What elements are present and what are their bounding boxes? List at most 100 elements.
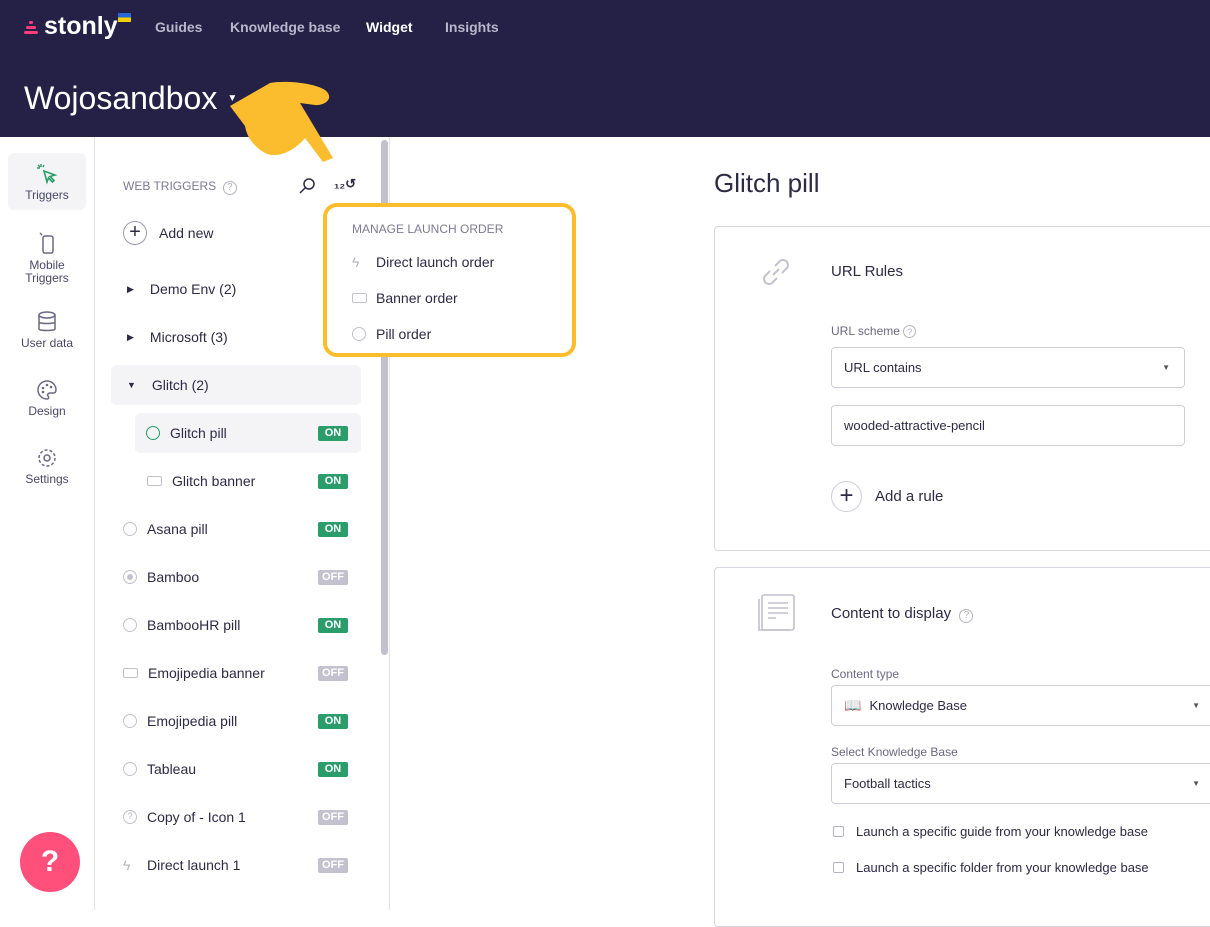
chevron-down-icon: ▼ — [1192, 701, 1200, 710]
launch-guide-checkbox[interactable]: Launch a specific guide from your knowle… — [833, 824, 1148, 839]
folder-glitch[interactable]: ▼ Glitch (2) — [111, 365, 361, 405]
checkbox-label: Launch a specific guide from your knowle… — [856, 824, 1148, 839]
help-icon[interactable]: ? — [959, 609, 974, 623]
status-badge[interactable]: ON — [318, 473, 348, 489]
status-badge[interactable]: ON — [318, 521, 348, 537]
item-label: Direct launch 1 — [147, 857, 241, 873]
nav-guides[interactable]: Guides — [155, 19, 203, 35]
rail-label: Design — [28, 404, 66, 418]
status-badge[interactable]: ON — [318, 617, 348, 633]
folder-microsoft[interactable]: ▶ Microsoft (3) — [111, 317, 361, 357]
folder-demo-env[interactable]: ▶ Demo Env (2) — [111, 269, 361, 309]
document-icon — [758, 594, 795, 631]
rail-label: User data — [20, 336, 74, 350]
list-item-glitch-banner[interactable]: Glitch banner ON — [135, 461, 361, 501]
rail-label: Settings — [25, 472, 69, 486]
menu-item-banner-order[interactable]: Banner order — [352, 290, 458, 306]
top-bar: stonly Guides Knowledge base Widget Insi… — [0, 0, 1210, 137]
status-badge[interactable]: ON — [318, 761, 348, 777]
content-type-select[interactable]: 📖 Knowledge Base ▼ — [831, 685, 1210, 726]
stonly-logo[interactable]: stonly — [24, 12, 118, 41]
lightning-icon: ϟ — [352, 254, 360, 270]
pill-icon — [123, 762, 137, 776]
menu-label: Banner order — [376, 290, 458, 306]
rail-triggers[interactable]: Triggers — [8, 153, 86, 210]
url-scheme-select[interactable]: URL contains ▼ — [831, 347, 1185, 388]
help-icon[interactable]: ? — [903, 325, 917, 338]
menu-label: Pill order — [376, 326, 432, 342]
pill-icon — [146, 426, 160, 440]
help-icon[interactable]: ? — [222, 181, 237, 195]
nav-widget[interactable]: Widget — [366, 19, 413, 35]
pill-icon — [123, 522, 137, 536]
checkbox[interactable] — [833, 826, 844, 837]
checkbox-label: Launch a specific folder from your knowl… — [856, 860, 1149, 875]
chevron-down-icon: ▼ — [1162, 363, 1170, 372]
list-item[interactable]: BambooHR pill ON — [123, 605, 348, 645]
list-item[interactable]: Tableau ON — [123, 749, 348, 789]
book-icon: 📖 — [844, 697, 862, 713]
nav-insights[interactable]: Insights — [445, 19, 499, 35]
url-value-input[interactable]: wooded-attractive-pencil — [831, 405, 1185, 446]
caret-right-icon: ▶ — [127, 283, 134, 294]
input-value: wooded-attractive-pencil — [844, 418, 985, 433]
add-rule-button[interactable]: + Add a rule — [831, 476, 943, 516]
folder-label: Microsoft (3) — [149, 329, 228, 345]
status-badge[interactable]: ON — [318, 425, 348, 441]
workspace-selector[interactable]: Wojosandbox ▼ — [24, 80, 237, 117]
list-item[interactable]: Bamboo OFF — [123, 557, 348, 597]
menu-item-direct-launch-order[interactable]: ϟ Direct launch order — [352, 254, 494, 270]
knowledge-base-select[interactable]: Football tactics ▼ — [831, 763, 1210, 804]
rail-label: Triggers — [25, 188, 69, 202]
status-badge[interactable]: OFF — [318, 809, 348, 825]
rail-label: Mobile Triggers — [25, 258, 69, 285]
menu-item-pill-order[interactable]: Pill order — [352, 326, 431, 342]
list-item[interactable]: Asana pill ON — [123, 509, 348, 549]
card-title: Content to display — [831, 605, 952, 622]
rail-mobile-triggers[interactable]: Mobile Triggers — [8, 231, 86, 285]
url-scheme-label: URL scheme ? — [831, 324, 917, 338]
menu-heading: MANAGE LAUNCH ORDER — [352, 222, 504, 236]
page-title: Glitch pill — [714, 168, 820, 198]
plus-icon: + — [831, 480, 862, 512]
list-item[interactable]: ? Copy of - Icon 1 OFF — [123, 797, 348, 837]
select-value: Football tactics — [844, 776, 931, 791]
search-icon[interactable] — [298, 177, 316, 195]
list-item-glitch-pill[interactable]: Glitch pill ON — [135, 413, 361, 453]
item-label: Bamboo — [147, 569, 200, 585]
trigger-list-panel — [95, 137, 390, 910]
pill-icon — [123, 714, 137, 728]
item-label: Tableau — [147, 761, 197, 777]
list-scrollbar[interactable] — [381, 140, 388, 655]
checkbox[interactable] — [833, 862, 844, 873]
pointing-hand-icon — [230, 81, 333, 162]
cursor-click-icon — [37, 164, 58, 185]
status-badge[interactable]: ON — [318, 713, 348, 729]
nav-knowledge-base[interactable]: Knowledge base — [230, 19, 341, 35]
list-item[interactable]: Emojipedia pill ON — [123, 701, 348, 741]
left-rail: Triggers Mobile Triggers User data Desig… — [0, 137, 95, 910]
rail-design[interactable]: Design — [8, 379, 86, 418]
launch-folder-checkbox[interactable]: Launch a specific folder from your knowl… — [833, 860, 1149, 875]
item-label: Glitch banner — [172, 473, 256, 489]
status-badge[interactable]: OFF — [318, 857, 348, 873]
list-item[interactable]: Emojipedia banner OFF — [123, 653, 348, 693]
add-new-button[interactable]: + Add new — [123, 213, 213, 253]
select-value: Knowledge Base — [869, 698, 968, 713]
status-badge[interactable]: OFF — [318, 665, 348, 681]
item-label: Copy of - Icon 1 — [147, 809, 246, 825]
target-icon — [123, 570, 137, 584]
rail-settings[interactable]: Settings — [8, 447, 86, 486]
help-button[interactable]: ? — [20, 832, 80, 892]
plus-icon: + — [123, 221, 147, 245]
banner-icon — [352, 293, 367, 303]
rail-user-data[interactable]: User data — [8, 311, 86, 350]
launch-order-icon[interactable]: ₁₂↺ — [334, 176, 357, 191]
web-triggers-heading: WEB TRIGGERS ? — [123, 179, 237, 195]
list-item[interactable]: ϟ Direct launch 1 OFF — [123, 845, 348, 885]
gear-icon — [38, 449, 56, 467]
logo-icon — [24, 19, 38, 35]
status-badge[interactable]: OFF — [318, 569, 348, 585]
manage-launch-order-menu: MANAGE LAUNCH ORDER ϟ Direct launch order… — [323, 203, 576, 357]
label-text: URL scheme — [831, 324, 900, 338]
